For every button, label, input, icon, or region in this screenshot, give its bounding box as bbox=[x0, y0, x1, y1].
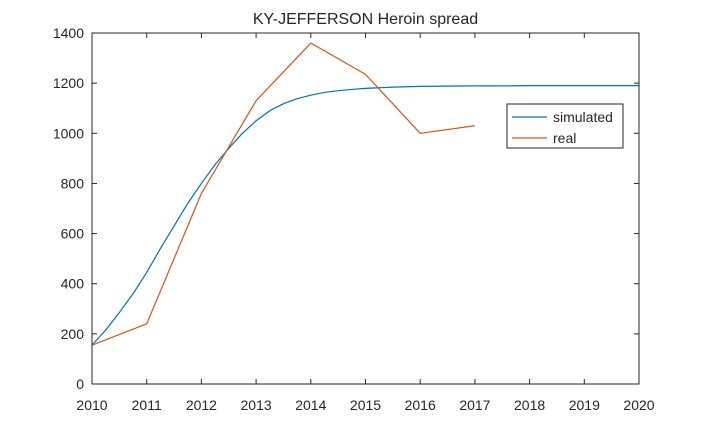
series-line-simulated bbox=[91, 85, 639, 346]
x-tick-label: 2020 bbox=[623, 397, 654, 413]
y-tick-label: 1400 bbox=[53, 25, 84, 41]
y-tick-label: 200 bbox=[61, 326, 85, 342]
legend-box bbox=[506, 103, 624, 149]
x-tick-label: 2014 bbox=[295, 397, 326, 413]
y-tick-label: 800 bbox=[61, 175, 85, 191]
y-tick-label: 400 bbox=[61, 276, 85, 292]
series-layer bbox=[91, 42, 639, 346]
x-tick-label: 2017 bbox=[459, 397, 490, 413]
legend: simulated real bbox=[506, 103, 624, 149]
y-tick-label: 1000 bbox=[53, 125, 84, 141]
x-tick-label: 2013 bbox=[241, 397, 272, 413]
x-tick-label: 2010 bbox=[76, 397, 107, 413]
y-tick-label: 600 bbox=[61, 226, 85, 242]
x-tick-label: 2011 bbox=[132, 397, 162, 413]
chart-title: KY-JEFFERSON Heroin spread bbox=[253, 11, 478, 28]
series-line-real bbox=[91, 42, 475, 346]
plot-frame bbox=[91, 32, 640, 385]
tick-layer: 2010 2011 2012 2013 2014 2015 2016 2017 2018 2019… bbox=[53, 25, 655, 413]
legend-label-real: real bbox=[553, 130, 576, 146]
x-tick-label: 2019 bbox=[569, 397, 600, 413]
x-tick-label: 2015 bbox=[350, 397, 381, 413]
y-tick-label: 1200 bbox=[53, 75, 84, 91]
y-tick-label: 0 bbox=[76, 376, 84, 392]
plot-area bbox=[92, 33, 639, 384]
legend-label-simulated: simulated bbox=[553, 109, 613, 125]
x-tick-label: 2018 bbox=[514, 397, 545, 413]
x-tick-label: 2012 bbox=[186, 397, 217, 413]
x-tick-label: 2016 bbox=[405, 397, 436, 413]
